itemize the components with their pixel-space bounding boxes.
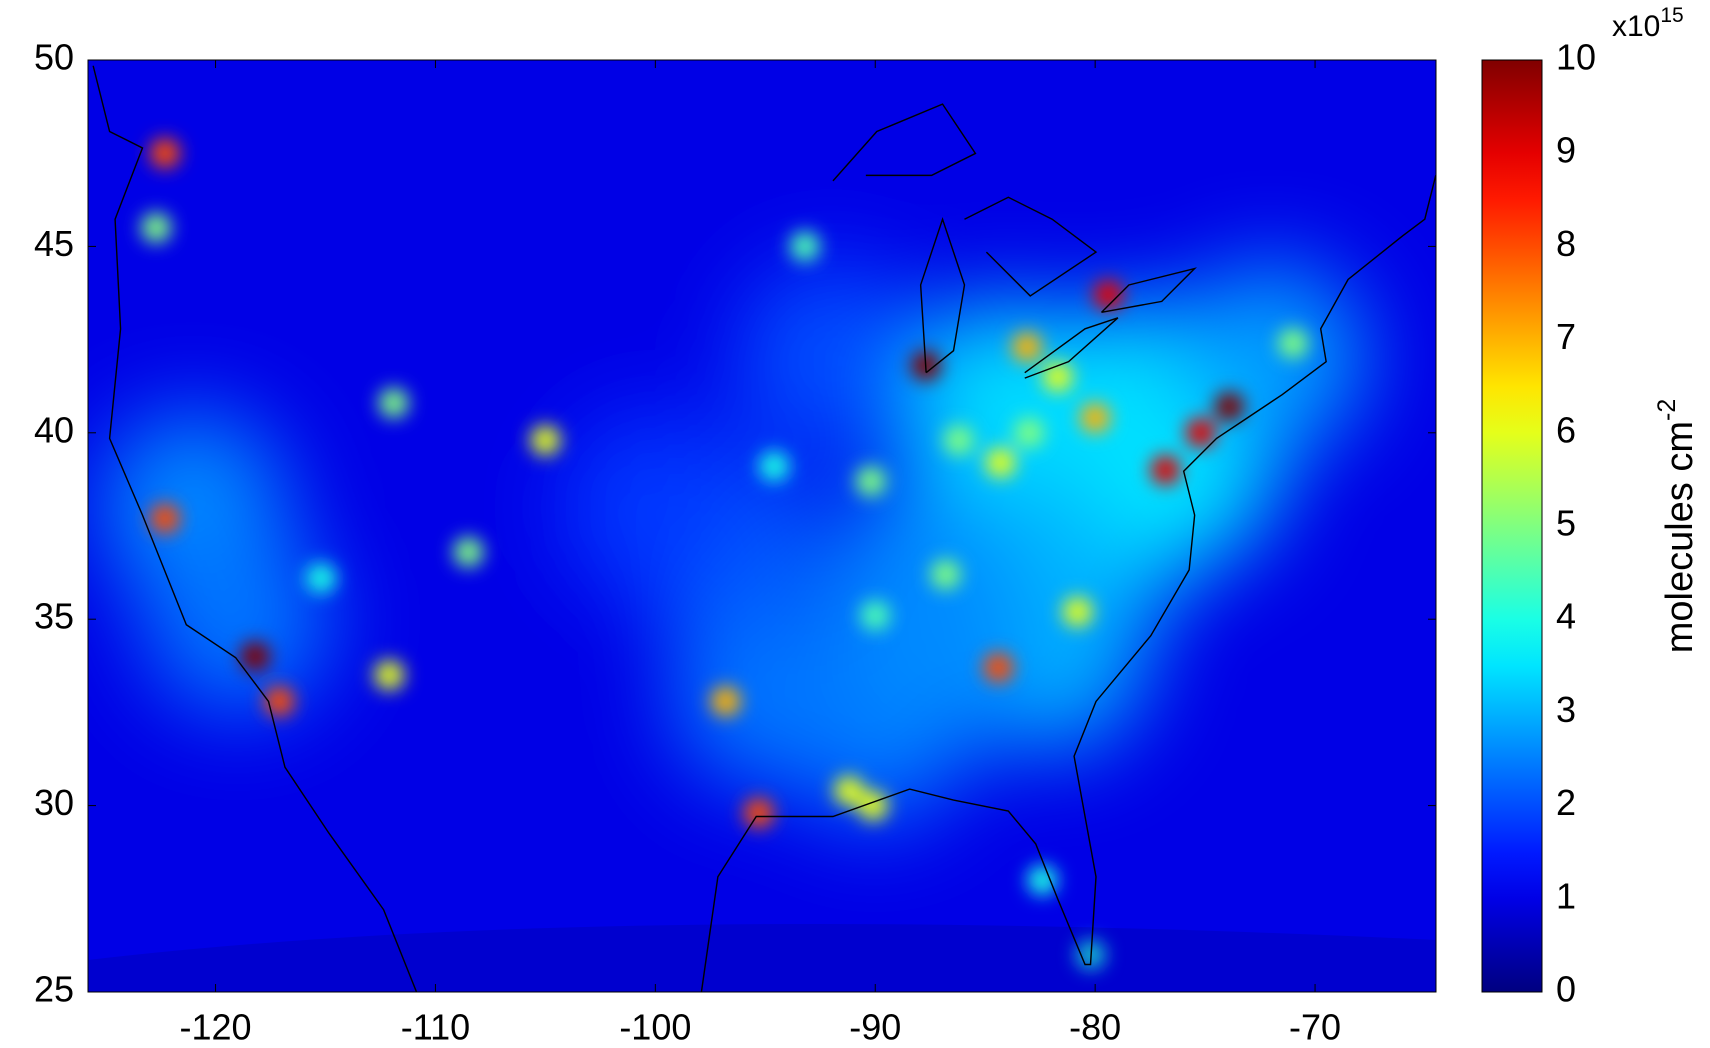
- y-tick-label: 25: [34, 969, 74, 1010]
- colorbar-tick-label: 2: [1556, 782, 1576, 823]
- colorbar-tick-label: 1: [1556, 875, 1576, 916]
- hotspot: [1214, 392, 1244, 422]
- hotspot: [306, 563, 336, 593]
- hotspot: [834, 776, 864, 806]
- multiplier-exponent: 15: [1660, 4, 1683, 27]
- x-tick-label: -120: [180, 1007, 252, 1048]
- hotspot: [1278, 328, 1308, 358]
- hotspot: [860, 600, 890, 630]
- hotspot: [1012, 332, 1042, 362]
- colorbar-tick-label: 8: [1556, 223, 1576, 264]
- colorbar-label-exponent: -2: [1653, 399, 1681, 421]
- regional-blob: [560, 412, 750, 602]
- map-area: [88, 60, 1436, 992]
- hotspot: [1063, 597, 1093, 627]
- colorbar-tick-label: 10: [1556, 37, 1596, 78]
- multiplier-base: x10: [1612, 10, 1660, 43]
- chart: -120-110-100-90-80-702530354045500123456…: [0, 0, 1710, 1048]
- x-tick-label: -70: [1289, 1007, 1341, 1048]
- hotspot: [453, 537, 483, 567]
- hotspot: [931, 559, 961, 589]
- hotspot: [790, 231, 820, 261]
- colorbar-tick-label: 7: [1556, 316, 1576, 357]
- hotspot: [1080, 403, 1110, 433]
- hotspot: [379, 388, 409, 418]
- hotspot: [150, 138, 180, 168]
- colorbar: [1482, 60, 1542, 992]
- colorbar-tick-label: 3: [1556, 689, 1576, 730]
- regional-blob: [736, 263, 926, 453]
- hotspot: [983, 653, 1013, 683]
- hotspot: [1027, 865, 1057, 895]
- colorbar-tick-label: 6: [1556, 409, 1576, 450]
- colorbar-label-text: molecules cm: [1659, 421, 1701, 653]
- colorbar-tick-label: 4: [1556, 596, 1576, 637]
- hotspot: [530, 425, 560, 455]
- hotspot: [744, 798, 774, 828]
- y-tick-label: 50: [34, 37, 74, 78]
- y-tick-label: 40: [34, 409, 74, 450]
- hotspot: [141, 213, 171, 243]
- hotspot: [856, 466, 886, 496]
- hotspot: [759, 451, 789, 481]
- regional-blob: [143, 524, 333, 714]
- hotspot: [240, 641, 270, 671]
- hotspot: [944, 425, 974, 455]
- hotspot: [1014, 418, 1044, 448]
- colorbar-multiplier: x1015: [1612, 4, 1684, 43]
- y-tick-label: 35: [34, 596, 74, 637]
- hotspot: [374, 660, 404, 690]
- hotspot: [986, 448, 1016, 478]
- colorbar-tick-label: 9: [1556, 130, 1576, 171]
- hotspot: [1151, 455, 1181, 485]
- colorbar-tick-label: 0: [1556, 969, 1576, 1010]
- x-tick-label: -110: [401, 1007, 470, 1048]
- hotspot: [150, 504, 180, 534]
- x-tick-label: -90: [849, 1007, 901, 1048]
- x-tick-label: -80: [1069, 1007, 1121, 1048]
- y-tick-label: 45: [34, 223, 74, 264]
- y-tick-label: 30: [34, 782, 74, 823]
- hotspot: [711, 686, 741, 716]
- colorbar-label: molecules cm-2: [1653, 399, 1701, 654]
- colorbar-tick-label: 5: [1556, 503, 1576, 544]
- x-tick-label: -100: [619, 1007, 691, 1048]
